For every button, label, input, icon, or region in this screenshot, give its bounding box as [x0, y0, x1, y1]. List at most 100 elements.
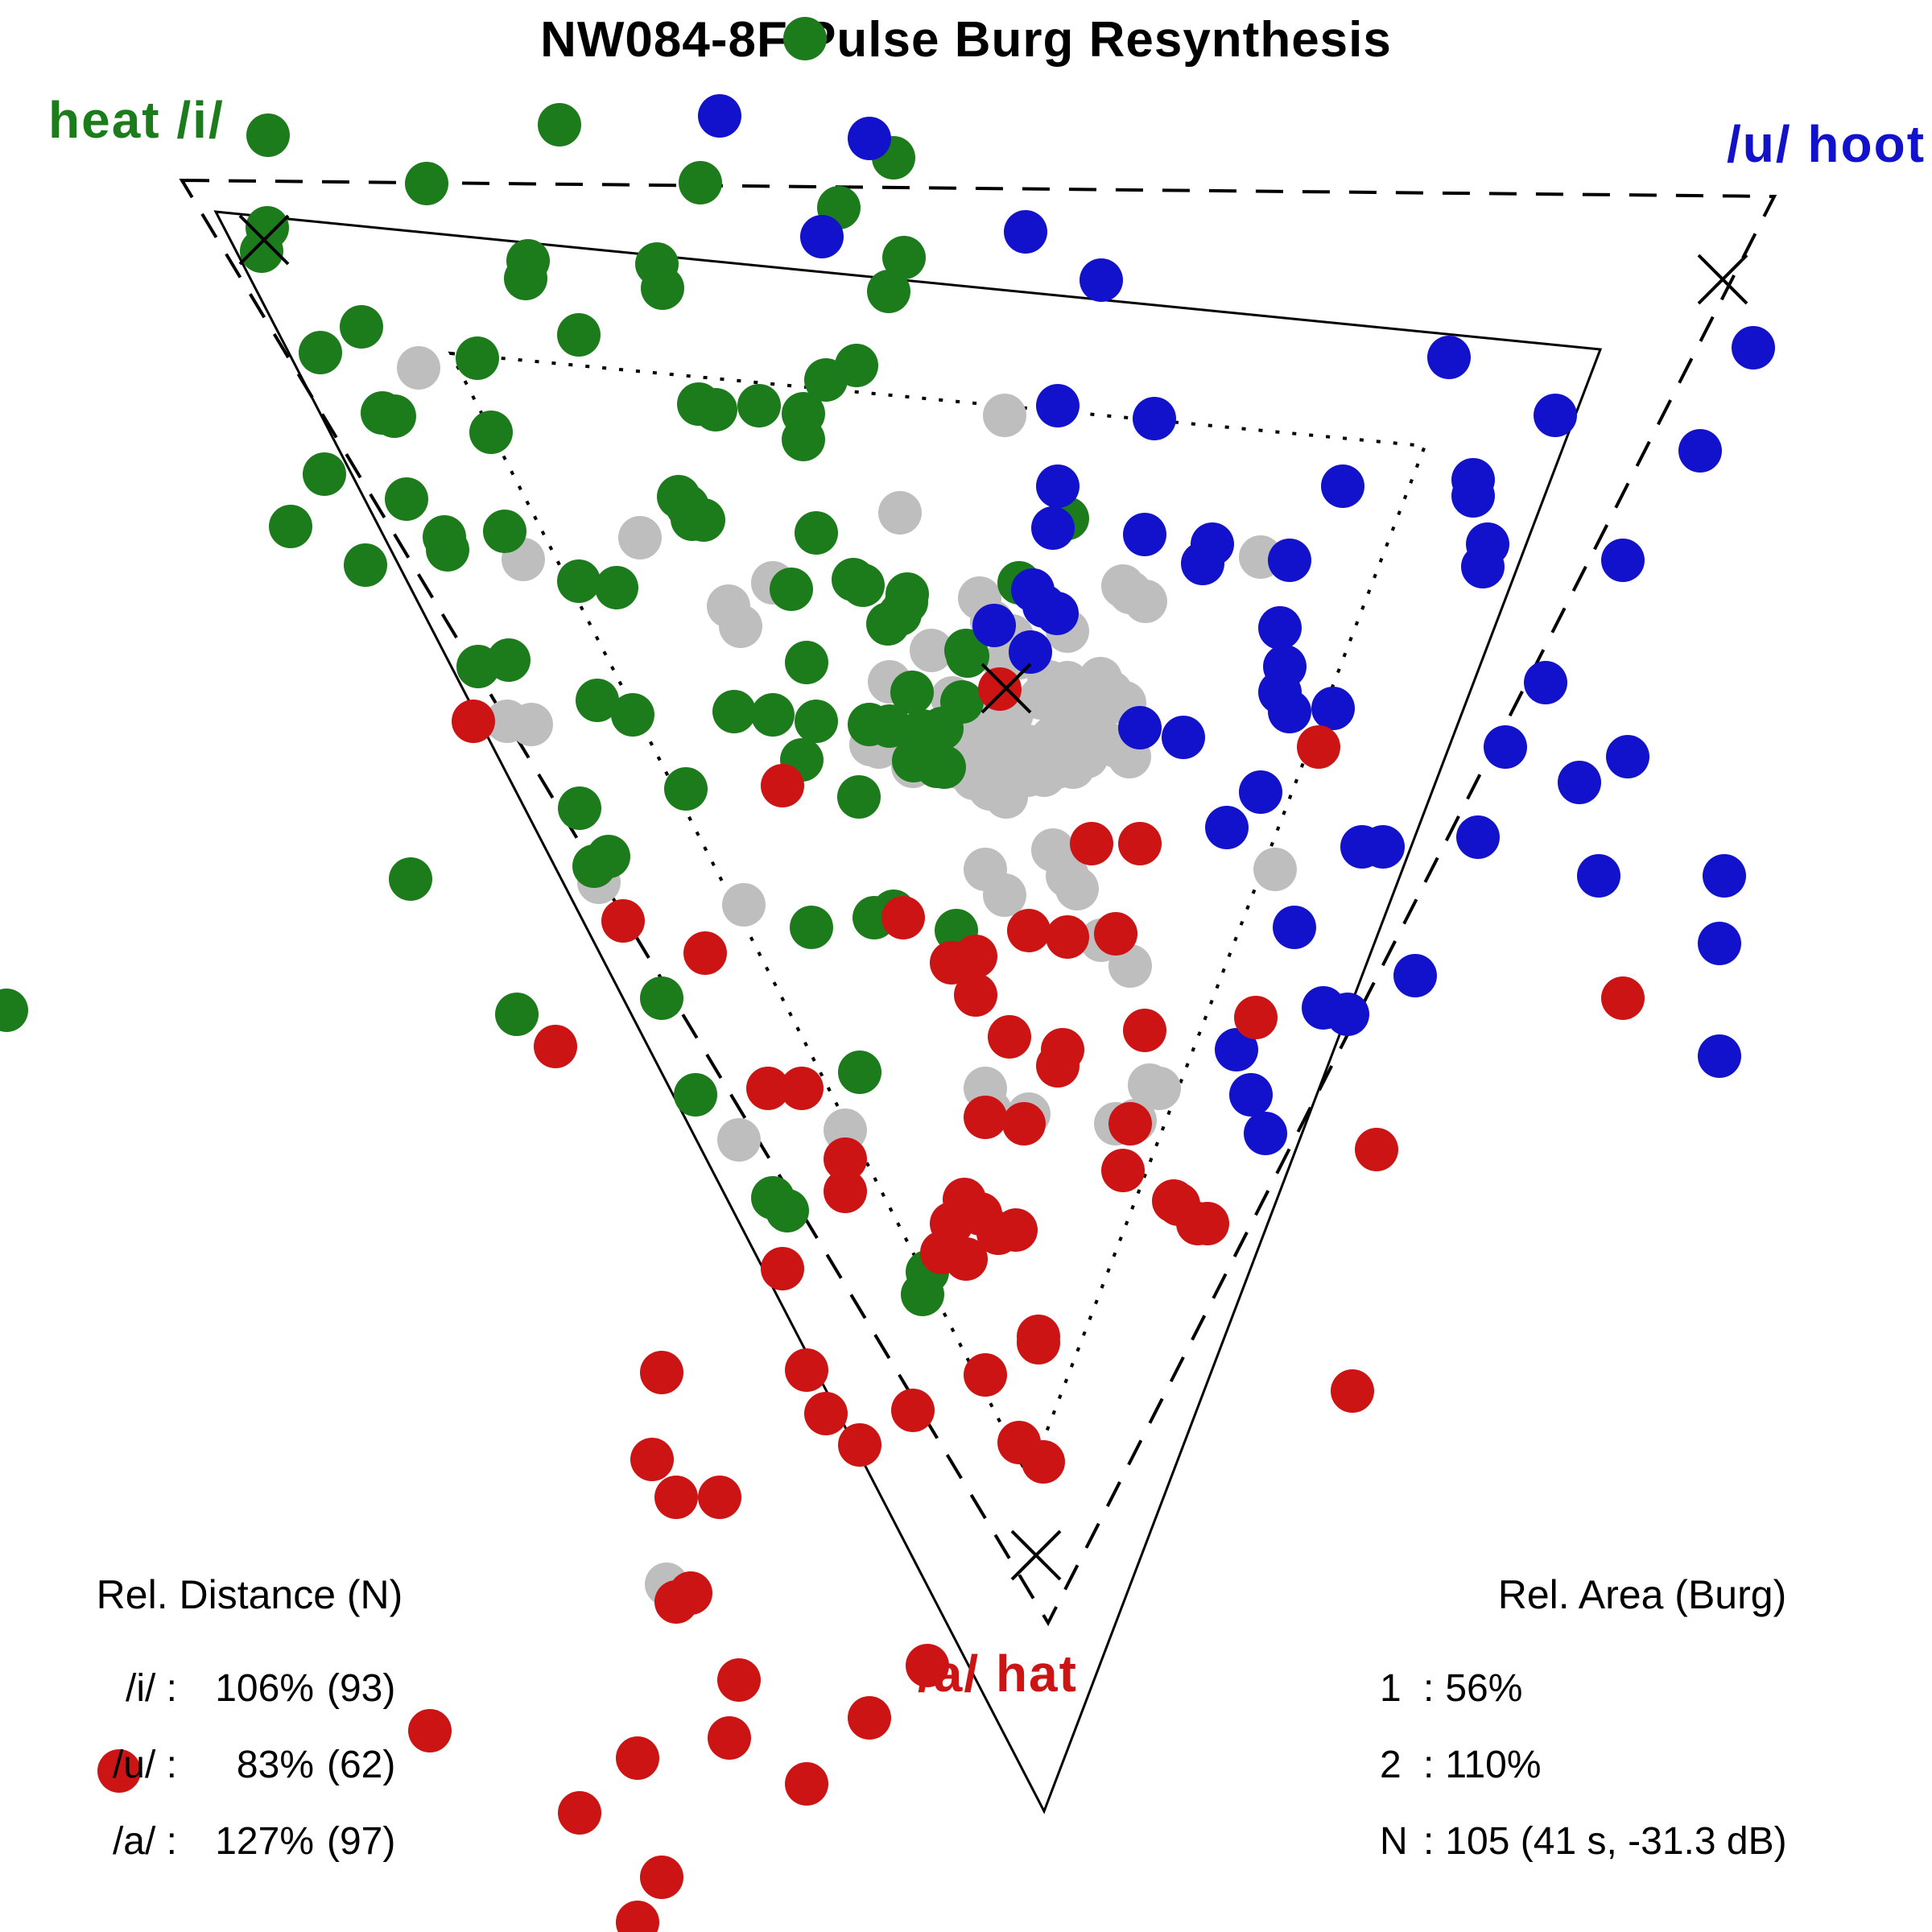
- data-point-i: [595, 566, 638, 609]
- data-point-a: [848, 1696, 891, 1740]
- data-point-i: [679, 161, 722, 204]
- data-point-neutral: [1137, 1067, 1181, 1110]
- data-point-neutral: [618, 516, 662, 559]
- data-point-u: [1268, 539, 1311, 582]
- data-point-i: [782, 418, 825, 461]
- data-point-a: [1036, 1044, 1080, 1088]
- data-point-a: [654, 1476, 698, 1519]
- data-point-i: [901, 709, 944, 753]
- data-point-a: [640, 1856, 683, 1899]
- solid-measured-triangle: [213, 210, 1603, 1814]
- data-point-i: [385, 477, 428, 521]
- data-point-i: [240, 229, 283, 273]
- data-point-a: [1355, 1128, 1398, 1171]
- data-point-a: [1101, 1149, 1145, 1192]
- data-point-u: [1451, 474, 1495, 518]
- data-point-i: [495, 993, 539, 1036]
- data-point-u: [1427, 336, 1471, 379]
- data-point-u: [1524, 661, 1567, 704]
- data-point-neutral: [1253, 848, 1297, 891]
- data-point-i: [790, 906, 833, 949]
- rel-area-heading: Rel. Area (Burg): [1497, 1572, 1787, 1617]
- data-point-i: [299, 331, 342, 374]
- data-point-i: [641, 266, 684, 310]
- data-point-neutral: [983, 873, 1026, 917]
- data-point-a: [780, 1067, 824, 1110]
- data-point-a: [1601, 976, 1645, 1020]
- data-point-i: [838, 1051, 881, 1094]
- data-point-a: [954, 935, 997, 978]
- data-point-i: [538, 103, 581, 147]
- data-point-a: [881, 896, 925, 939]
- data-point-u: [1229, 1073, 1273, 1117]
- data-point-a: [640, 1351, 683, 1394]
- data-point-a: [616, 1901, 659, 1932]
- data-point-neutral: [1124, 580, 1167, 623]
- data-point-a: [978, 667, 1022, 711]
- data-point-i: [712, 690, 756, 733]
- data-point-a: [1108, 1102, 1152, 1146]
- data-point-a: [1046, 915, 1089, 959]
- data-point-a: [698, 1476, 741, 1519]
- data-point-a: [616, 1736, 659, 1780]
- data-point-u: [1601, 539, 1645, 582]
- data-point-i: [557, 559, 601, 603]
- row-separator: :: [1423, 1667, 1435, 1710]
- data-point-a: [761, 1247, 804, 1290]
- data-point-a: [994, 1208, 1038, 1252]
- data-point-a: [601, 899, 645, 943]
- rel-distance-panel: Rel. Distance (N) /i/ : 106% (93) /u/ : …: [24, 1571, 475, 1880]
- data-point-i: [901, 1273, 944, 1316]
- page-title: NW084-8F Pulse Burg Resynthesis: [540, 12, 1392, 68]
- data-point-a: [761, 764, 804, 807]
- data-point-i: [611, 693, 654, 737]
- data-point-i: [572, 844, 616, 888]
- data-point-i: [361, 391, 404, 435]
- data-point-a: [1017, 1321, 1060, 1364]
- data-point-u: [1461, 545, 1505, 588]
- row-value: 56%: [1445, 1667, 1523, 1710]
- data-point-a: [891, 1389, 935, 1432]
- row-value: 105 (41 s, -31.3 dB): [1445, 1820, 1787, 1863]
- data-point-i: [804, 358, 848, 402]
- row-label: 2: [1380, 1744, 1402, 1786]
- row-value: 110%: [1445, 1744, 1542, 1786]
- data-point-a: [1002, 1102, 1046, 1146]
- data-point-a: [1007, 909, 1051, 952]
- data-point-u: [1035, 592, 1079, 635]
- data-point-u: [1393, 954, 1437, 997]
- mean-x-mark: [1697, 254, 1748, 305]
- data-point-a: [1331, 1369, 1374, 1413]
- data-point-neutral: [722, 883, 766, 927]
- data-point-i: [785, 641, 828, 684]
- data-point-u: [1273, 906, 1316, 949]
- data-point-a: [988, 1015, 1031, 1059]
- row-separator: :: [1423, 1744, 1435, 1786]
- data-point-u: [1484, 725, 1527, 769]
- data-point-a: [717, 1658, 761, 1702]
- data-point-a: [954, 973, 997, 1017]
- data-point-a: [906, 1644, 949, 1687]
- data-point-neutral: [719, 605, 762, 648]
- data-point-a: [1176, 1202, 1220, 1245]
- data-point-u: [1031, 506, 1075, 550]
- data-point-a: [944, 1237, 988, 1281]
- row-label: /i/ :: [125, 1667, 177, 1710]
- data-point-i: [751, 693, 795, 737]
- rel-area-panel: Rel. Area (Burg) 1 : 56% 2 : 110% N : 10…: [1368, 1571, 1916, 1880]
- data-point-neutral: [993, 719, 1036, 762]
- data-point-i: [640, 976, 683, 1020]
- data-point-a: [558, 1791, 601, 1835]
- data-point-a: [785, 1348, 828, 1392]
- data-point-a: [824, 1170, 867, 1213]
- data-point-i: [915, 745, 959, 788]
- data-point-u: [1577, 854, 1620, 898]
- data-point-i: [344, 543, 387, 587]
- data-point-u: [1703, 854, 1746, 898]
- data-point-a: [630, 1438, 674, 1481]
- data-point-u: [1321, 464, 1364, 508]
- data-point-u: [1036, 464, 1080, 508]
- data-point-a: [804, 1392, 848, 1435]
- data-point-i: [882, 236, 926, 279]
